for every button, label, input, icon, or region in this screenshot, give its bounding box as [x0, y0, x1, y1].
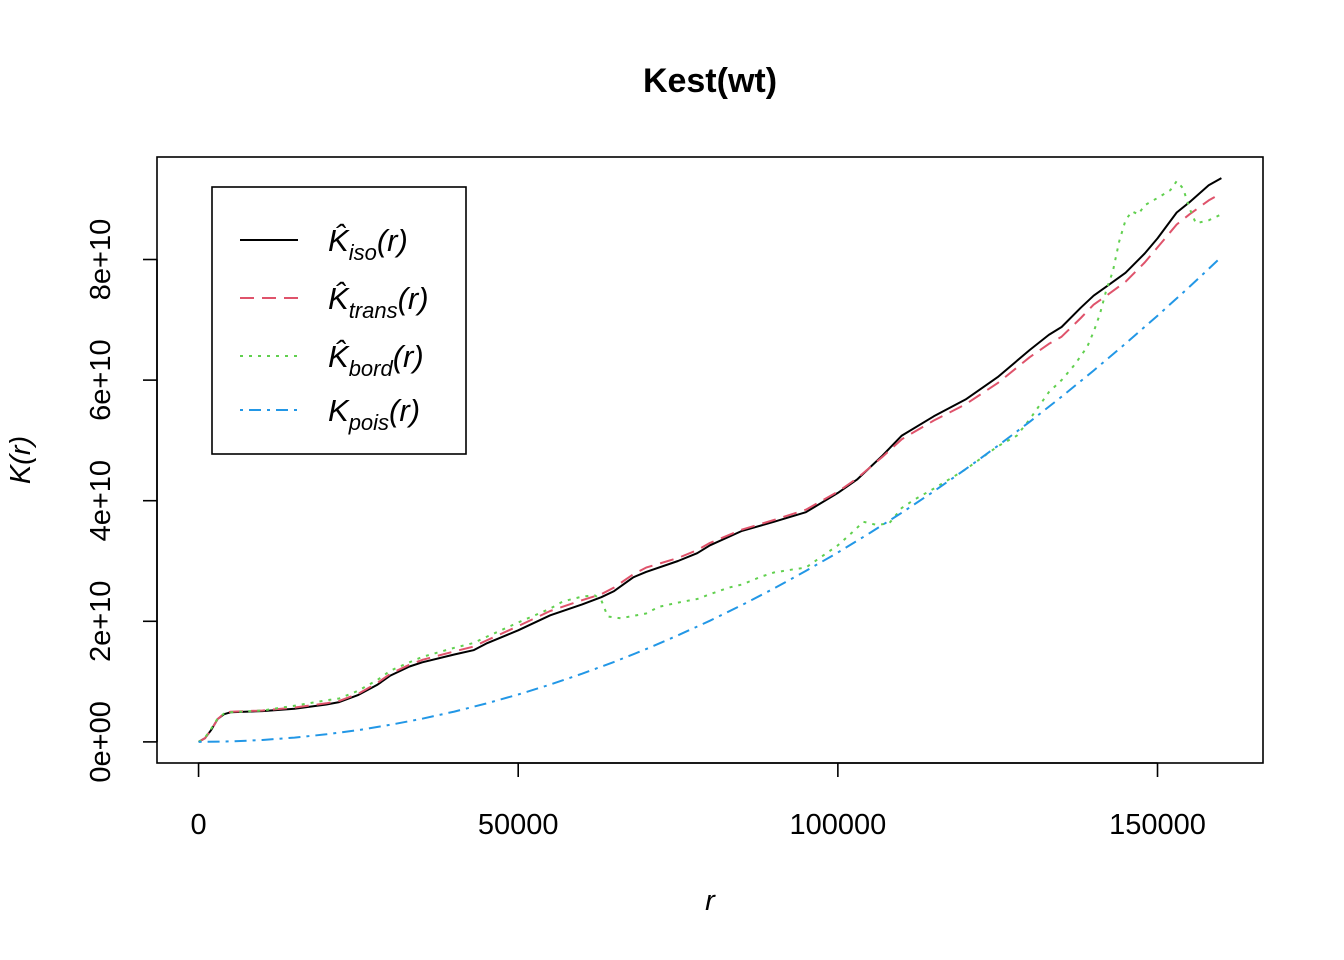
series-line-bord — [198, 180, 1222, 743]
y-tick-label: 2e+10 — [85, 581, 117, 662]
x-tick-label: 150000 — [1109, 809, 1206, 841]
x-axis: 0 50000 100000 150000 — [190, 762, 1206, 841]
y-tick-label: 6e+10 — [85, 339, 117, 420]
legend-label-pois: Kpois(r) — [328, 393, 420, 435]
x-tick-label: 0 — [190, 809, 206, 841]
series-line-iso — [198, 177, 1222, 743]
y-tick-label: 8e+10 — [85, 219, 117, 300]
series-line-pois — [198, 256, 1223, 743]
y-axis-label: K(r) — [5, 436, 37, 484]
series-layer — [198, 177, 1223, 743]
legend-label-bord: K̂bord(r) — [328, 338, 424, 381]
y-axis: 0e+00 2e+10 4e+10 6e+10 8e+10 — [85, 219, 158, 783]
legend: K̂iso(r) K̂trans(r) K̂bord(r) Kpois(r) — [211, 186, 467, 455]
y-tick-label: 0e+00 — [85, 701, 117, 782]
x-tick-label: 50000 — [478, 809, 559, 841]
x-tick-label: 100000 — [789, 809, 886, 841]
chart-title: Kest(wt) — [643, 62, 777, 100]
legend-label-trans: K̂trans(r) — [328, 280, 429, 323]
x-axis-label: r — [705, 885, 716, 917]
legend-label-iso: K̂iso(r) — [328, 222, 408, 265]
y-tick-label: 4e+10 — [85, 460, 117, 541]
